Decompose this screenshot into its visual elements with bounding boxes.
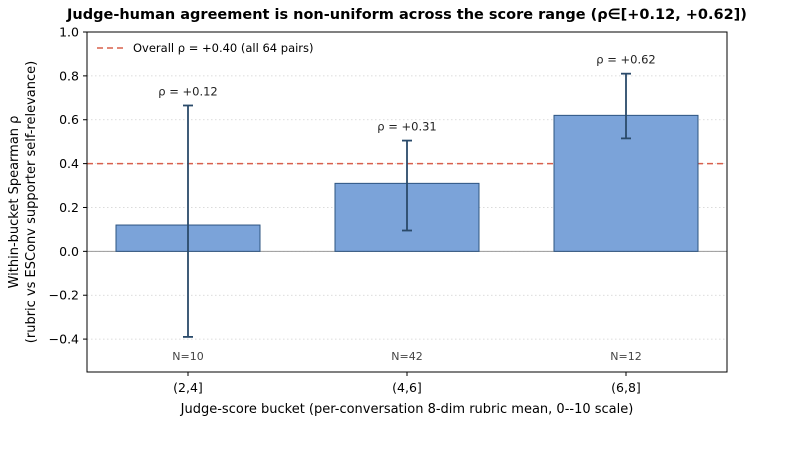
y-tick-label: 0.4 xyxy=(59,156,79,171)
count-label-2: N=42 xyxy=(391,350,422,363)
x-tick-label: (2,4] xyxy=(173,380,203,395)
x-tick-label: (4,6] xyxy=(392,380,422,395)
chart-title: Judge-human agreement is non-uniform acr… xyxy=(66,7,747,23)
y-tick-label: 0.0 xyxy=(59,244,79,259)
count-label-3: N=12 xyxy=(610,350,641,363)
rho-annotation-3: ρ = +0.62 xyxy=(596,53,656,67)
y-tick-label: −0.2 xyxy=(49,288,79,303)
y-tick-label: 0.8 xyxy=(59,68,79,83)
y-axis-label-line1: Within-bucket Spearman ρ xyxy=(7,116,22,289)
plot-area: ρ = +0.12 N=10 ρ = +0.31 N=42 ρ = +0.62 N=12 −… xyxy=(49,25,728,395)
legend-label: Overall ρ = +0.40 (all 64 pairs) xyxy=(133,41,314,55)
rho-annotation-2: ρ = +0.31 xyxy=(377,120,437,134)
y-axis-label-line2: (rubric vs ESConv supporter self-relevan… xyxy=(24,61,39,343)
x-axis-label: Judge-score bucket (per-conversation 8-d… xyxy=(180,402,634,417)
rho-annotation-1: ρ = +0.12 xyxy=(158,84,218,98)
y-tick-label: 0.6 xyxy=(59,112,79,127)
x-tick-label: (6,8] xyxy=(611,380,641,395)
y-tick-label: −0.4 xyxy=(49,332,79,347)
count-label-1: N=10 xyxy=(172,350,203,363)
y-tick-label: 1.0 xyxy=(59,25,79,40)
y-tick-label: 0.2 xyxy=(59,200,79,215)
